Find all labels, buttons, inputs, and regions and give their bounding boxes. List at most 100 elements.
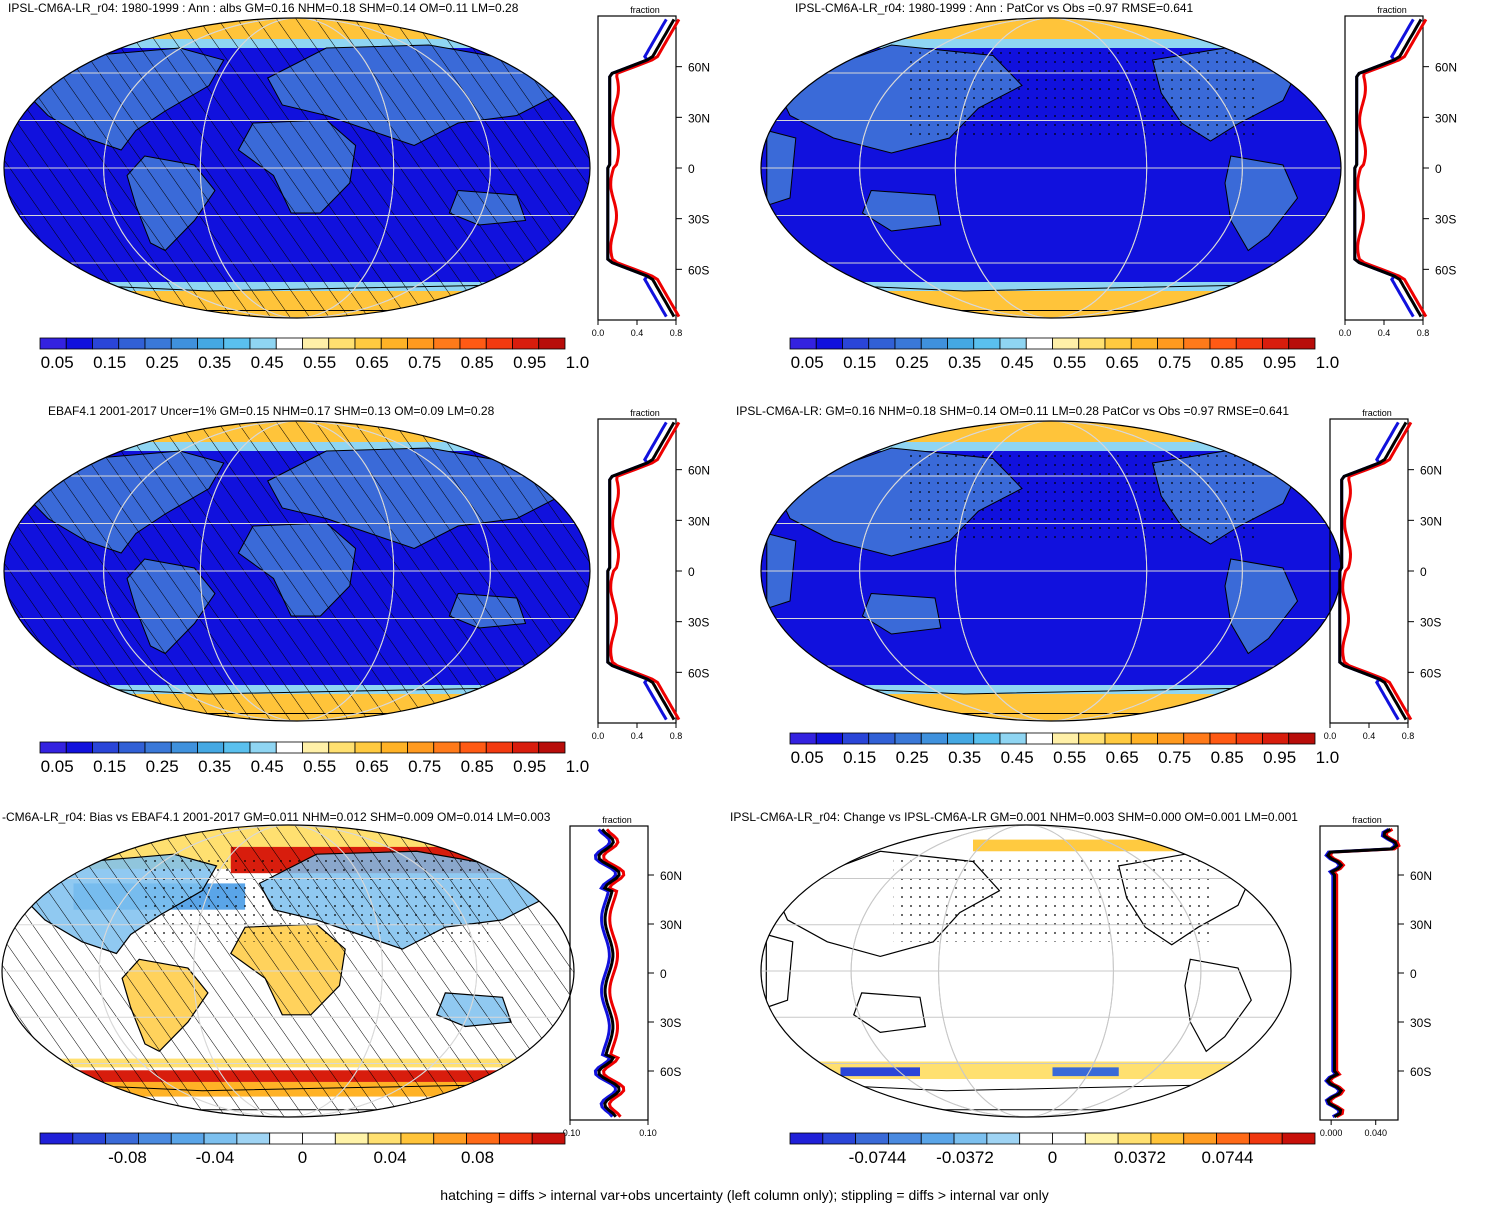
colorbar-swatch: [223, 337, 251, 350]
colorbar-swatch: [920, 337, 948, 350]
colorbar-tick-label: 0.35: [198, 757, 231, 776]
lat-tick-label: 30S: [1410, 1016, 1431, 1030]
zonal-series-line: [1356, 18, 1428, 318]
colorbar-tick-label: 0.25: [896, 748, 929, 767]
colorbar-swatch: [868, 337, 896, 350]
colorbar-swatch: [894, 337, 922, 350]
colorbar-tick-label: 0.05: [41, 757, 74, 776]
colorbar-swatch: [1183, 732, 1211, 745]
zonal-x-tick-label: 0.4: [1363, 731, 1376, 741]
colorbar-swatch: [822, 1132, 857, 1145]
lat-tick-label: 60N: [1435, 61, 1457, 75]
colorbar-tick-label: 0.08: [461, 1148, 494, 1167]
colorbar-swatch: [65, 741, 93, 754]
panel-4-colorbar: 0.05 0.15 0.25 0.35 0.45 0.55 0.65 0.75 0.85 0.95…: [789, 732, 1340, 767]
colorbar-tick-label: 0.15: [843, 353, 876, 372]
lat-tick-label: 60N: [688, 61, 710, 75]
zonal-x-tick-label: 0.0: [1339, 328, 1352, 338]
colorbar-swatch: [920, 732, 948, 745]
panel-1-zonal-plot: fraction 60N 30N 0 30S 60S 0.0 0.4 0.8: [592, 5, 710, 338]
colorbar-tick-label: 0.15: [93, 757, 126, 776]
colorbar-swatch: [249, 337, 277, 350]
lat-tick-label: 30N: [688, 514, 710, 528]
colorbar-swatch: [466, 1132, 500, 1145]
lat-tick-label: 30N: [688, 111, 710, 125]
lat-tick-label: 60S: [660, 1065, 681, 1079]
colorbar-tick-label: 0.04: [373, 1148, 406, 1167]
colorbar-swatch: [39, 337, 67, 350]
zonal-x-tick-label: 0.0: [1324, 731, 1337, 741]
colorbar-swatch: [269, 1132, 303, 1145]
colorbar-swatch: [275, 741, 303, 754]
colorbar-tick-label: 0.0372: [1114, 1148, 1166, 1167]
colorbar-swatch: [1104, 337, 1132, 350]
colorbar-tick-label: 1.05: [566, 353, 590, 372]
colorbar-swatch: [354, 741, 382, 754]
colorbar-tick-label: 0.0744: [1202, 1148, 1254, 1167]
zonal-x-tick-label: 0.4: [631, 328, 644, 338]
colorbar-tick-label: 0.95: [1263, 748, 1296, 767]
lat-tick-label: 0: [660, 967, 667, 981]
colorbar-tick-label: 0.35: [198, 353, 231, 372]
panel-5-zonal-plot: fraction 60N 30N 0 30S 60S -0.10 0.10: [560, 815, 682, 1138]
colorbar-tick-label: 0.05: [41, 353, 74, 372]
colorbar-tick-label: -0.08: [108, 1148, 147, 1167]
colorbar-swatch: [302, 337, 330, 350]
colorbar-swatch: [65, 337, 93, 350]
colorbar-swatch: [407, 337, 435, 350]
colorbar-swatch: [1025, 732, 1053, 745]
colorbar-tick-label: 0.05: [791, 353, 824, 372]
colorbar-swatch: [1117, 1132, 1152, 1145]
colorbar-tick-label: 0.75: [408, 757, 441, 776]
colorbar-swatch: [842, 732, 870, 745]
colorbar-swatch: [512, 741, 540, 754]
panel-2-map: [760, 17, 1342, 319]
panel-6-zonal-plot: fraction 60N 30N 0 30S 60S 0.000 0.040: [1319, 815, 1432, 1138]
colorbar-tick-label: 0.45: [251, 757, 284, 776]
colorbar-swatch: [920, 1132, 955, 1145]
colorbar-swatch: [433, 1132, 467, 1145]
colorbar-swatch: [433, 741, 461, 754]
zonal-x-tick-label: 0.10: [639, 1128, 657, 1138]
colorbar-swatch: [789, 337, 817, 350]
zonal-axis-label: fraction: [1362, 408, 1392, 418]
zonal-series-line: [606, 421, 676, 721]
colorbar-swatch: [999, 337, 1027, 350]
colorbar-swatch: [973, 337, 1001, 350]
colorbar-swatch: [1084, 1132, 1119, 1145]
colorbar-swatch: [1209, 732, 1237, 745]
colorbar-tick-label: 0: [298, 1148, 307, 1167]
colorbar-tick-label: 0.35: [948, 353, 981, 372]
colorbar-swatch: [118, 741, 146, 754]
lat-tick-label: 60N: [1410, 869, 1432, 883]
zonal-x-tick-label: 0.8: [670, 328, 683, 338]
lat-tick-label: 30N: [660, 918, 682, 932]
lat-tick-label: 60S: [1410, 1065, 1431, 1079]
colorbar-swatch: [170, 1132, 205, 1145]
colorbar-swatch: [1104, 732, 1132, 745]
panel-6-colorbar: -0.0744 -0.0372 0 0.0372 0.0744: [789, 1132, 1316, 1167]
colorbar-tick-label: 0.95: [513, 353, 546, 372]
colorbar-swatch: [868, 732, 896, 745]
lat-tick-label: 30N: [1435, 111, 1457, 125]
colorbar-swatch: [275, 337, 303, 350]
zonal-series-line: [1341, 421, 1413, 721]
colorbar-swatch: [973, 732, 1001, 745]
colorbar-swatch: [1183, 337, 1211, 350]
lat-tick-label: 0: [688, 162, 695, 176]
panel-4-zonal-plot: fraction 60N 30N 0 30S 60S 0.0 0.4 0.8: [1324, 408, 1442, 741]
colorbar-swatch: [1052, 337, 1080, 350]
colorbar-swatch: [144, 741, 172, 754]
zonal-axis-label: fraction: [630, 5, 660, 15]
colorbar-swatch: [999, 732, 1027, 745]
zonal-series-line: [1324, 827, 1397, 1119]
colorbar-swatch: [512, 337, 540, 350]
colorbar-tick-label: 0: [1048, 1148, 1057, 1167]
colorbar-tick-label: 0.85: [1211, 353, 1244, 372]
lat-tick-label: 60N: [660, 869, 682, 883]
colorbar-tick-label: 0.75: [1158, 353, 1191, 372]
zonal-x-tick-label: 0.8: [1402, 731, 1415, 741]
colorbar-swatch: [170, 741, 198, 754]
colorbar-swatch: [1052, 732, 1080, 745]
colorbar-swatch: [894, 732, 922, 745]
